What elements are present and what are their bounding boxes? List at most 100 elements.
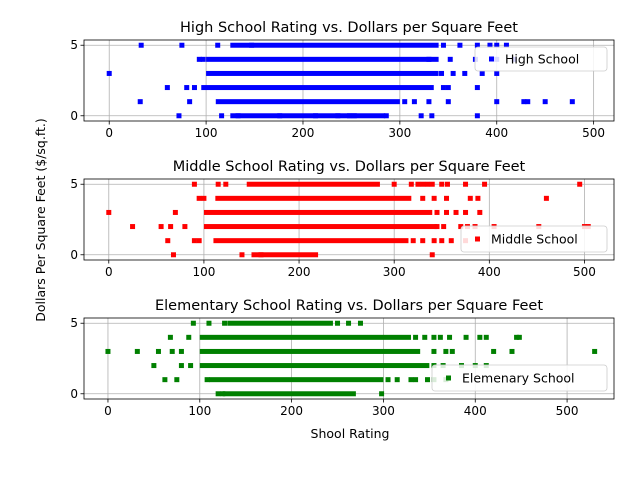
high-school-ytick-label-0: 0 [70,109,78,123]
high-school-point-38 [445,85,451,91]
middle-school-point-46 [420,238,426,244]
high-school-point-25 [402,99,408,105]
middle-school-point-26 [453,209,459,215]
middle-school-point-9 [429,181,435,187]
middle-school-point-3 [223,181,229,187]
elementary-school-band-5 [227,320,333,326]
elementary-school-point-2 [206,320,212,326]
middle-school-point-15 [196,195,202,201]
middle-school-point-45 [410,238,416,244]
middle-school-point-16 [201,195,207,201]
middle-school-point-33 [434,224,440,230]
high-school-band-0 [230,113,386,119]
high-school-point-44 [313,113,319,119]
middle-school-point-52 [239,252,245,258]
high-school-legend-marker [489,56,494,62]
elementary-school-point-30 [178,363,184,369]
high-school-point-51 [474,113,480,119]
high-school-point-50 [429,113,435,119]
elementary-school-band-3 [199,348,421,354]
elementary-school-point-7 [167,334,173,340]
high-school-xtick-label-400: 400 [485,126,508,140]
middle-school-point-8 [424,181,430,187]
high-school-point-30 [521,99,527,105]
elementary-school-point-31 [188,363,194,369]
high-school-panel: 0 100 200 300 400 500 0 5 High School Rating vs.… [70,20,615,140]
elementary-school-point-21 [169,348,175,354]
elementary-school-point-28 [592,348,598,354]
middle-school-point-19 [444,195,450,201]
high-school-band-2 [201,85,434,91]
high-school-legend: High School [474,46,608,72]
middle-school-chart-title: Middle School Rating vs. Dollars per Squ… [173,159,526,175]
elementary-school-xtick-label-200: 200 [280,404,303,418]
elementary-school-point-27 [509,348,515,354]
elementary-school-point-16 [483,334,489,340]
middle-school-point-1 [191,181,197,187]
middle-school-point-31 [168,224,174,230]
high-school-xtick-label-500: 500 [582,126,605,140]
middle-school-point-23 [172,209,178,215]
middle-school-point-18 [431,195,437,201]
elementary-school-point-12 [437,334,443,340]
middle-school-point-44 [196,238,202,244]
high-school-point-6 [457,42,463,48]
elementary-school-xtick-label-400: 400 [464,404,487,418]
elementary-school-point-6 [357,320,363,326]
high-school-point-41 [219,113,225,119]
middle-school-legend-label: Middle School [491,232,578,247]
high-school-point-29 [494,99,500,105]
high-school-point-12 [447,56,453,62]
elementary-school-axes-frame [83,317,615,400]
middle-school-xtick-label-100: 100 [192,265,215,279]
elementary-school-point-48 [220,391,226,397]
middle-school-band-5 [246,181,380,187]
middle-school-point-12 [463,181,469,187]
elementary-school-panel: 0 100 200 300 400 500 0 5 Elementary School Rati… [70,298,615,418]
elementary-school-point-49 [379,391,385,397]
elementary-school-point-10 [422,334,428,340]
elementary-school-point-25 [449,348,455,354]
elementary-school-point-22 [178,348,184,354]
high-school-legend-label: High School [505,52,579,67]
middle-school-point-49 [448,238,454,244]
elementary-school-band-1 [208,377,384,383]
middle-school-point-20 [467,195,473,201]
high-school-point-0 [106,70,112,76]
elementary-school-legend: Elemenary School [431,364,608,392]
high-school-point-49 [418,113,424,119]
middle-school-legend: Middle School [460,225,608,253]
high-school-point-10 [503,42,509,48]
elementary-school-band-0 [222,391,356,397]
high-school-xtick-label-300: 300 [388,126,411,140]
high-school-legend-box [474,46,608,72]
high-school-band-3 [206,70,439,76]
elementary-school-point-40 [385,377,391,383]
high-school-point-16 [196,56,202,62]
middle-school-point-47 [431,238,437,244]
middle-school-xtick-label-0: 0 [105,265,113,279]
elementary-school-band-4 [199,334,411,340]
middle-school-legend-marker [475,236,480,242]
high-school-band-5 [230,42,439,48]
elementary-school-point-17 [514,334,520,340]
high-school-axes-frame [83,39,615,122]
elementary-school-point-39 [204,377,210,383]
elementary-school-point-1 [190,320,196,326]
high-school-point-33 [569,99,575,105]
high-school-point-31 [525,99,531,105]
middle-school-point-29 [130,224,136,230]
middle-school-point-21 [475,195,481,201]
high-school-point-28 [445,99,451,105]
middle-school-panel: 0 100 200 300 400 500 0 5 Middle School Rating v… [70,159,615,279]
middle-school-band-0 [251,252,319,258]
middle-school-point-30 [158,224,164,230]
elementary-school-xtick-label-100: 100 [188,404,211,418]
elementary-school-xtick-label-500: 500 [556,404,579,418]
shared-x-axis-label: Shool Rating [311,426,390,441]
high-school-point-43 [277,113,283,119]
middle-school-point-24 [434,209,440,215]
high-school-point-19 [450,70,456,76]
high-school-point-37 [440,85,446,91]
